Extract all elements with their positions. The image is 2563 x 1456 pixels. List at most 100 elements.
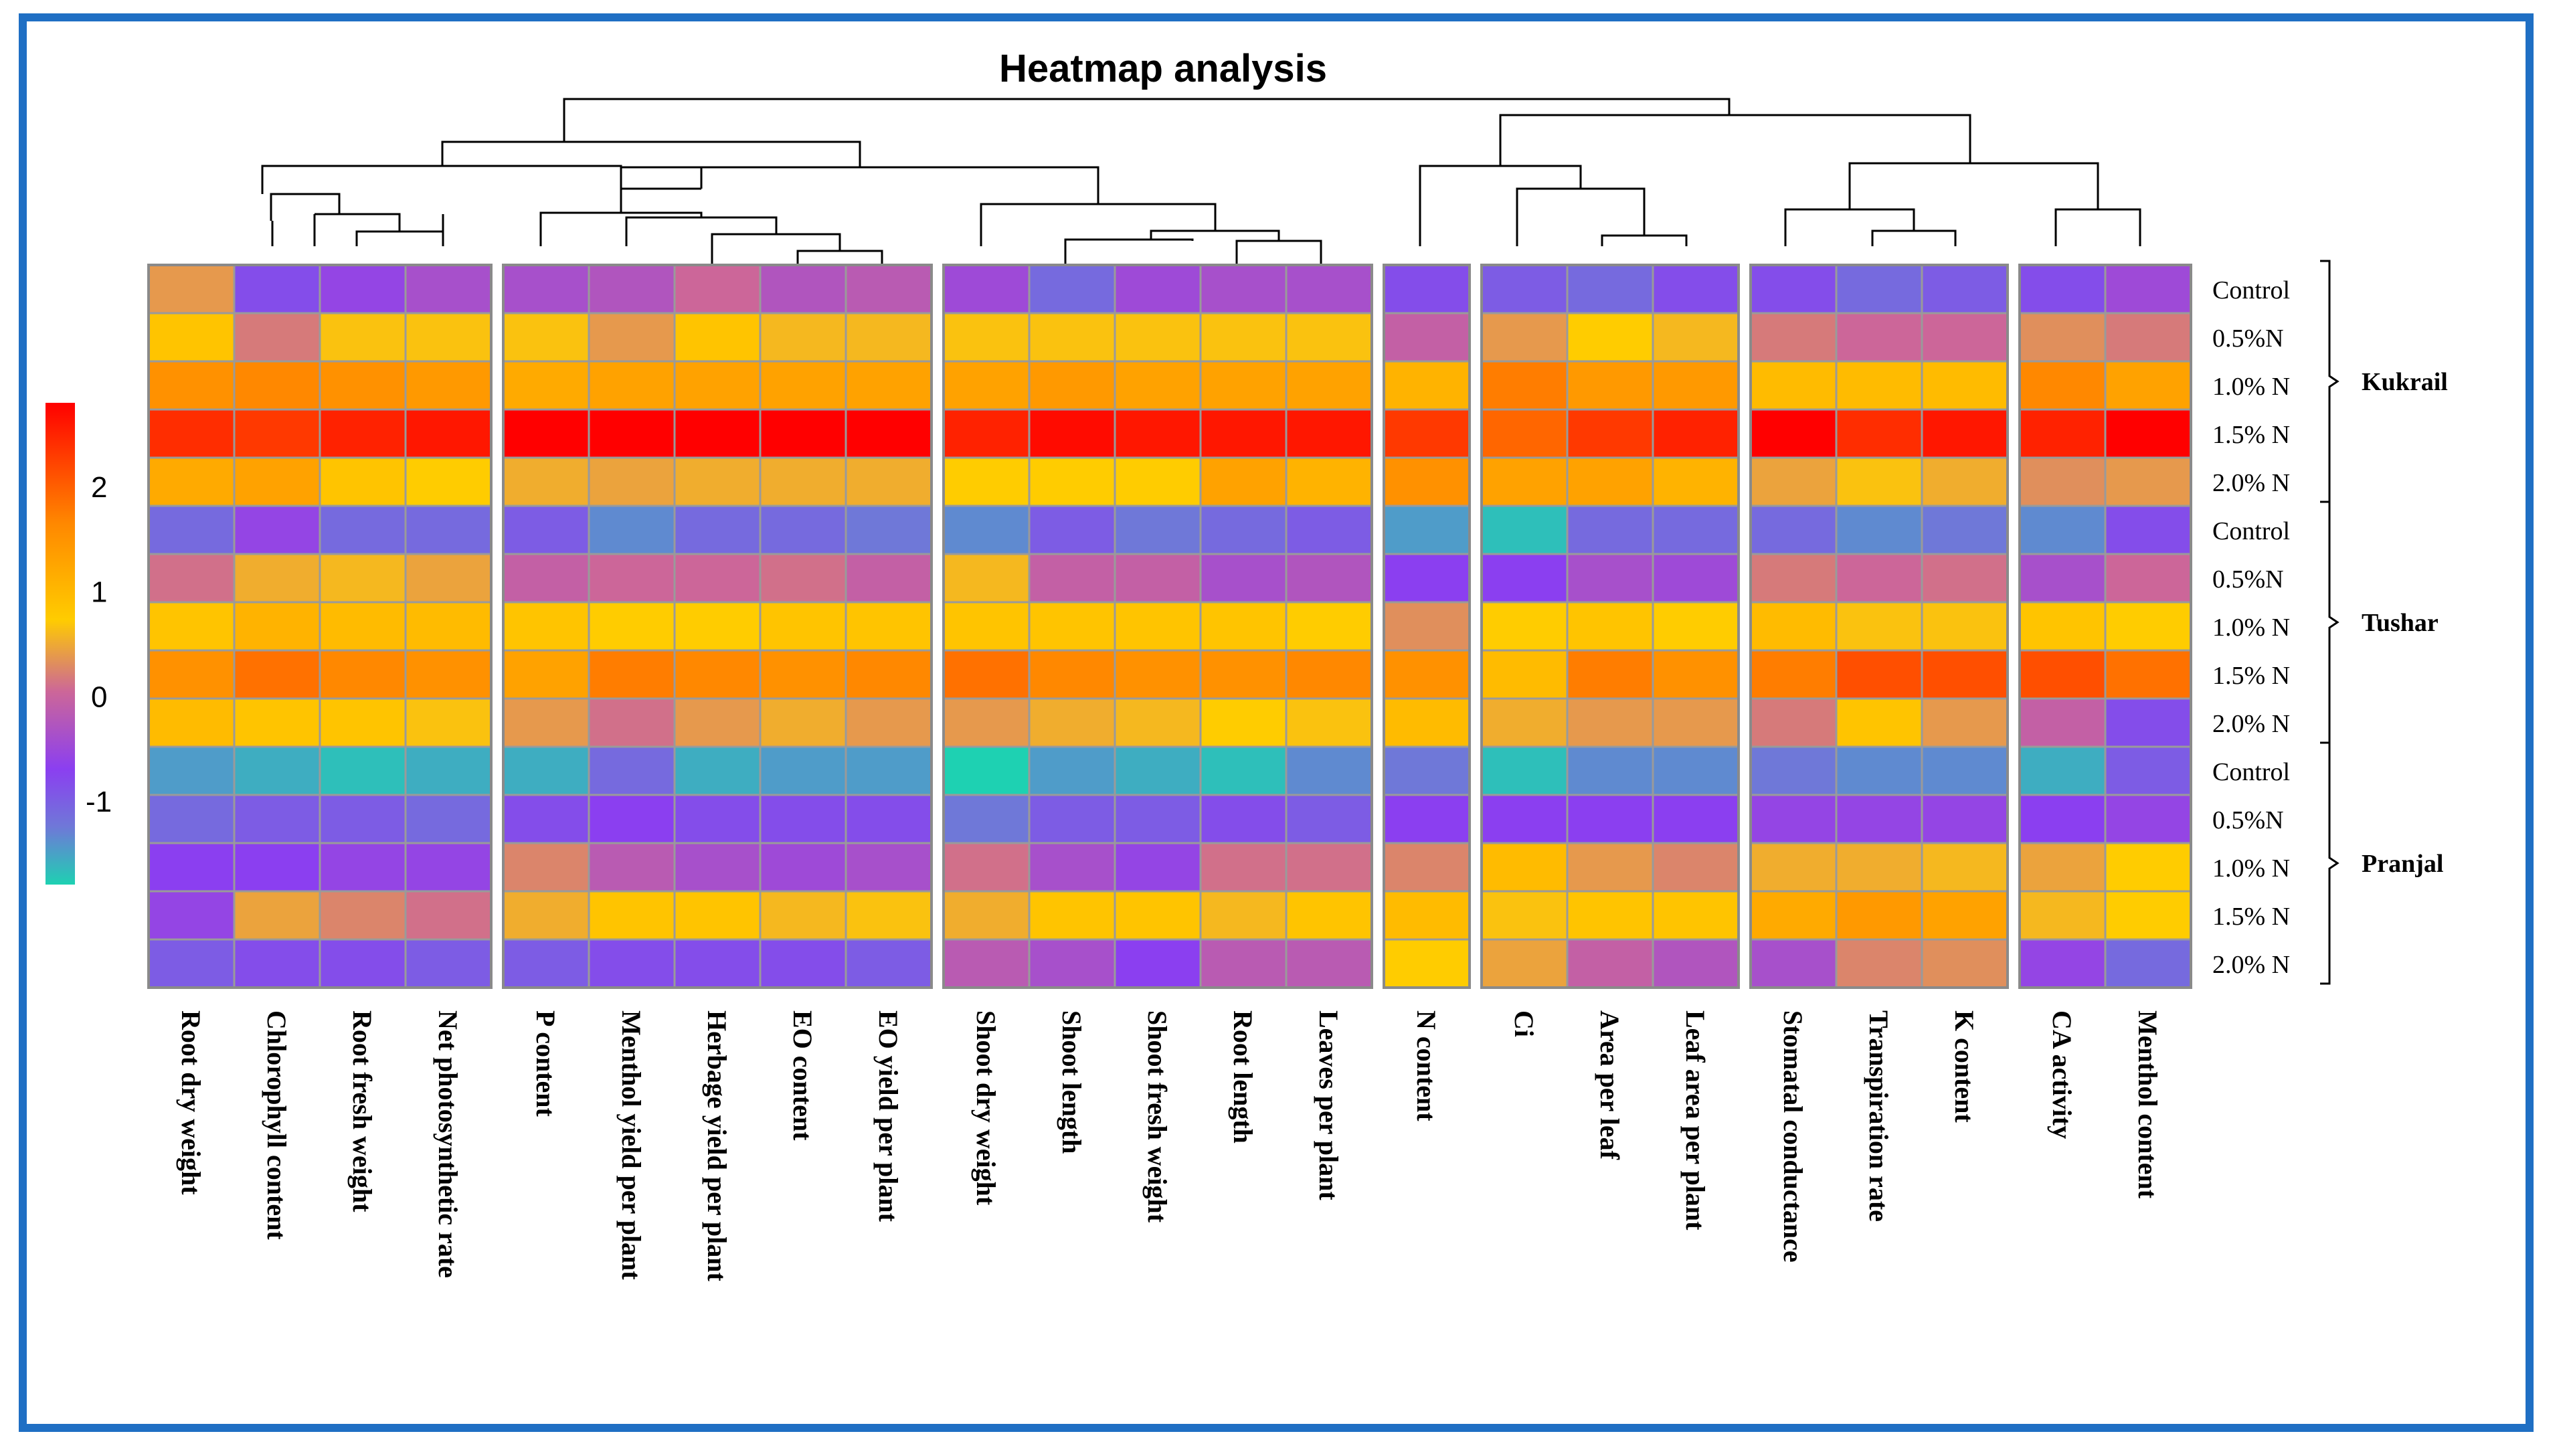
heatmap-cell <box>502 890 590 941</box>
heatmap-cell <box>759 360 847 411</box>
heatmap-cell <box>942 312 1031 363</box>
heatmap-cell <box>1480 842 1569 893</box>
heatmap-cell <box>845 697 933 748</box>
heatmap-cell <box>404 456 493 507</box>
heatmap-cell <box>673 505 762 555</box>
heatmap-cell <box>1749 842 1838 893</box>
heatmap-cell <box>845 745 933 796</box>
heatmap-cell <box>319 553 407 604</box>
outer-frame <box>19 13 2534 1432</box>
heatmap-cell <box>1285 601 1373 652</box>
heatmap-cell <box>845 408 933 459</box>
heatmap-cell <box>845 890 933 941</box>
heatmap-cell <box>942 697 1031 748</box>
heatmap-cell <box>942 794 1031 844</box>
heatmap-cell <box>404 745 493 796</box>
heatmap-cell <box>759 794 847 844</box>
row-label: 2.0% N <box>2212 951 2290 979</box>
heatmap-cell <box>1199 890 1288 941</box>
heatmap-cell <box>673 456 762 507</box>
row-label: 0.5%N <box>2212 565 2284 594</box>
heatmap-cell <box>845 649 933 700</box>
heatmap-cell <box>2018 842 2107 893</box>
heatmap-cell <box>845 938 933 989</box>
heatmap-cell <box>2104 456 2192 507</box>
row-label: 0.5%N <box>2212 325 2284 353</box>
heatmap-cell <box>404 938 493 989</box>
heatmap-cell <box>1652 890 1740 941</box>
heatmap-cell <box>1566 601 1654 652</box>
heatmap-cell <box>233 408 321 459</box>
heatmap-cell <box>588 312 676 363</box>
column-label: Root dry weight <box>176 1010 206 1195</box>
row-label: 1.5% N <box>2212 903 2290 931</box>
heatmap-cell <box>673 553 762 604</box>
heatmap-cell <box>1199 408 1288 459</box>
heatmap-cell <box>404 553 493 604</box>
heatmap-cell <box>759 601 847 652</box>
heatmap-cell <box>1921 697 2009 748</box>
heatmap-cell <box>588 745 676 796</box>
heatmap-cell <box>319 649 407 700</box>
heatmap-cell <box>2018 360 2107 411</box>
heatmap-cell <box>2104 842 2192 893</box>
heatmap-cell <box>942 745 1031 796</box>
heatmap-cell <box>1285 264 1373 314</box>
column-label: Root length <box>1228 1010 1258 1144</box>
heatmap-cell <box>1652 745 1740 796</box>
heatmap-cell <box>1028 601 1116 652</box>
heatmap-cell <box>673 842 762 893</box>
row-label: 2.0% N <box>2212 710 2290 738</box>
group-label: Kukrail <box>2362 368 2448 396</box>
heatmap-cell <box>1652 697 1740 748</box>
heatmap-cell <box>1028 456 1116 507</box>
heatmap-cell <box>233 312 321 363</box>
heatmap-cell <box>233 649 321 700</box>
heatmap-cell <box>942 264 1031 314</box>
heatmap-cell <box>502 794 590 844</box>
heatmap-cell <box>147 408 236 459</box>
heatmap-cell <box>502 938 590 989</box>
heatmap-cell <box>1566 794 1654 844</box>
heatmap-block-outline <box>1749 264 2009 989</box>
heatmap-cell <box>2104 360 2192 411</box>
heatmap-block-outline <box>1480 264 1740 989</box>
heatmap-cell <box>1028 553 1116 604</box>
colorbar-gradient <box>46 403 75 885</box>
heatmap-cell <box>1652 505 1740 555</box>
heatmap-cell <box>502 408 590 459</box>
heatmap-cell <box>1921 312 2009 363</box>
heatmap-cell <box>1921 745 2009 796</box>
heatmap-cell <box>1835 312 1923 363</box>
heatmap-cell <box>319 794 407 844</box>
heatmap-cell <box>1480 505 1569 555</box>
heatmap-block-outline <box>942 264 1373 989</box>
row-label: 1.5% N <box>2212 421 2290 449</box>
heatmap-cell <box>942 553 1031 604</box>
heatmap-cell <box>1566 456 1654 507</box>
heatmap-cell <box>1480 938 1569 989</box>
heatmap-cell <box>1566 312 1654 363</box>
heatmap-cell <box>1652 264 1740 314</box>
heatmap-cell <box>942 505 1031 555</box>
heatmap-cell <box>1383 553 1471 604</box>
heatmap-cell <box>673 697 762 748</box>
heatmap-cell <box>2018 745 2107 796</box>
heatmap-cell <box>2018 794 2107 844</box>
heatmap-cell <box>1199 264 1288 314</box>
heatmap-cell <box>319 312 407 363</box>
heatmap-cell <box>2018 553 2107 604</box>
chart-title: Heatmap analysis <box>999 47 1327 90</box>
heatmap-cell <box>1921 264 2009 314</box>
colorbar-tick-label: -1 <box>86 786 112 818</box>
heatmap-cell <box>1028 745 1116 796</box>
heatmap-cell <box>1480 360 1569 411</box>
heatmap-cell <box>1566 938 1654 989</box>
group-bracket <box>2320 500 2339 744</box>
heatmap-cell <box>1383 360 1471 411</box>
heatmap-cell <box>1199 842 1288 893</box>
heatmap-cell <box>673 794 762 844</box>
heatmap-cell <box>1383 938 1471 989</box>
heatmap-cell <box>1285 794 1373 844</box>
heatmap-cell <box>502 360 590 411</box>
